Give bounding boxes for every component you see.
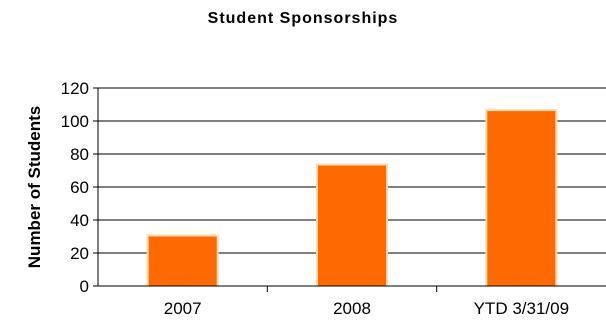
y-tick-label: 40 <box>70 211 89 230</box>
x-tick-label: YTD 3/31/09 <box>474 299 569 318</box>
chart-title: Student Sponsorships <box>207 10 399 27</box>
x-tick-label: 2008 <box>333 299 371 318</box>
bar <box>318 165 386 286</box>
y-tick-label: 80 <box>70 145 89 164</box>
x-tick-labels: 2007 2008 YTD 3/31/09 <box>164 299 569 318</box>
axes <box>97 88 606 292</box>
y-axis-title: Number of Students <box>25 106 44 268</box>
bar <box>487 111 556 286</box>
y-tick-labels: 0 20 40 60 80 100 120 <box>61 79 89 296</box>
x-tick-label: 2007 <box>164 299 202 318</box>
y-tick-label: 120 <box>61 79 89 98</box>
y-tick-label: 60 <box>70 178 89 197</box>
bars <box>146 109 558 286</box>
y-tick-label: 20 <box>70 244 89 263</box>
y-tick-label: 0 <box>80 277 89 296</box>
y-tick-label: 100 <box>61 112 89 131</box>
bar <box>148 236 217 286</box>
